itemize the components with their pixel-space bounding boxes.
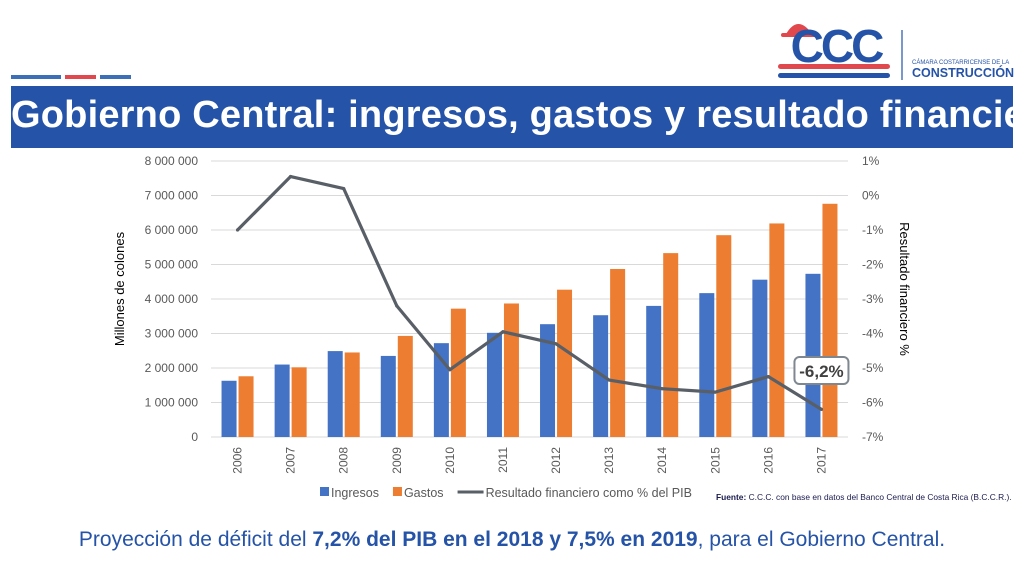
line-point-2013 <box>607 378 611 382</box>
chart-ticks: 0 1 000 000 2 000 000 3 000 000 4 000 000 5 0… <box>145 154 884 474</box>
bar-gastos-2008 <box>344 352 360 437</box>
bar-gastos-2012 <box>557 289 573 437</box>
annotation-box <box>793 356 850 385</box>
y-tick-label: 1 000 000 <box>145 396 199 410</box>
bar-ingresos-2009 <box>380 355 396 437</box>
helmet-icon <box>786 24 812 34</box>
y2-tick-label: -4% <box>862 327 884 341</box>
legend-label: Ingresos <box>331 486 379 500</box>
decor-bar-red <box>65 75 96 79</box>
line-point-2016 <box>766 375 770 379</box>
bar-ingresos-2017 <box>805 273 821 437</box>
line-point-2014 <box>660 387 664 391</box>
bar-gastos-2007 <box>291 367 307 437</box>
legend-swatch <box>320 487 329 496</box>
caption: Proyección de déficit del 7,2% del PIB e… <box>60 526 964 553</box>
line-point-2015 <box>713 390 717 394</box>
decor-bar-blue-1 <box>11 75 61 79</box>
bar-gastos-2017 <box>822 203 838 437</box>
chart-line <box>235 174 824 411</box>
line-point-2017 <box>819 407 824 411</box>
logo-org-line1: CÁMARA COSTARRICENSE DE LA <box>912 59 1009 66</box>
line-point-2012 <box>554 342 558 346</box>
bar-gastos-2013 <box>610 268 626 437</box>
bar-gastos-2006 <box>238 376 254 437</box>
source-note: Fuente: C.C.C. con base en datos del Ban… <box>716 492 1012 502</box>
y2-tick-label: -6% <box>862 396 884 410</box>
chart-legend: Ingresos Gastos Resultado financiero como … <box>320 486 692 500</box>
bar-gastos-2014 <box>663 253 679 437</box>
bar-gastos-2011 <box>503 303 519 437</box>
caption-part2: , para el Gobierno Central. <box>697 528 946 551</box>
line-point-2008 <box>342 187 346 191</box>
x-tick-label: 2016 <box>761 447 775 474</box>
y2-tick-label: -2% <box>862 258 884 272</box>
line-point-2010 <box>448 368 452 372</box>
bar-gastos-2016 <box>769 223 785 437</box>
line-point-2011 <box>501 330 505 334</box>
logo-ccc-text: CCC <box>791 20 883 72</box>
bar-ingresos-2015 <box>699 293 715 437</box>
x-tick-label: 2017 <box>814 447 828 474</box>
legend-swatch <box>392 487 402 496</box>
bar-ingresos-2011 <box>486 332 502 437</box>
y-tick-label: 0 <box>191 430 198 444</box>
bar-ingresos-2006 <box>221 380 237 437</box>
bar-ingresos-2007 <box>274 364 290 437</box>
y-tick-label: 3 000 000 <box>145 327 199 341</box>
bar-ingresos-2012 <box>540 324 556 437</box>
y-tick-label: 7 000 000 <box>145 189 199 203</box>
source-text: C.C.C. con base en datos del Banco Centr… <box>746 492 1012 502</box>
y2-tick-label: 0% <box>862 189 880 203</box>
y2-tick-label: 1% <box>862 154 880 168</box>
y-tick-label: 6 000 000 <box>145 223 199 237</box>
x-tick-label: 2015 <box>708 447 722 474</box>
ccc-logo: CCC CÁMARA COSTARRICENSE DE LA CONSTRUCC… <box>778 20 1014 80</box>
source-label: Fuente: <box>716 492 747 502</box>
y2-tick-label: -3% <box>862 292 884 306</box>
bar-gastos-2015 <box>716 235 732 437</box>
bar-gastos-2009 <box>397 335 413 437</box>
x-tick-label: 2009 <box>390 447 404 474</box>
x-tick-label: 2006 <box>231 447 245 474</box>
y-tick-label: 4 000 000 <box>145 292 199 306</box>
x-tick-label: 2012 <box>549 447 563 474</box>
caption-part1: Proyección de déficit del <box>78 528 313 551</box>
legend-label: Resultado financiero como % del PIB <box>486 486 692 500</box>
y2-tick-label: -7% <box>862 430 884 444</box>
logo-org-line2: CONSTRUCCIÓN <box>912 65 1014 80</box>
line-point-2009 <box>395 304 399 308</box>
x-tick-label: 2013 <box>602 447 616 474</box>
y2-tick-label: -1% <box>862 223 884 237</box>
x-tick-label: 2010 <box>443 447 457 474</box>
bar-gastos-2010 <box>450 308 466 437</box>
title-bar: Gobierno Central: ingresos, gastos y res… <box>11 86 1013 148</box>
y2-axis-title: Resultado financiero % <box>897 222 912 356</box>
y-tick-label: 8 000 000 <box>145 154 199 168</box>
bar-ingresos-2016 <box>752 279 768 437</box>
y-tick-label: 2 000 000 <box>145 361 199 375</box>
bar-ingresos-2010 <box>433 343 449 437</box>
legend-label: Gastos <box>404 486 444 500</box>
caption-bold: 7,2% del PIB en el 2018 y 7,5% en 2019 <box>312 528 698 551</box>
line-point-2007 <box>289 174 293 179</box>
bar-ingresos-2014 <box>646 305 662 437</box>
y2-tick-label: -5% <box>862 361 884 375</box>
chart-annotation: -6,2% <box>793 356 850 385</box>
line-resultado <box>236 174 823 411</box>
decor-bar-blue-2 <box>100 75 131 79</box>
page-title: Gobierno Central: ingresos, gastos y res… <box>11 94 1013 136</box>
x-tick-label: 2014 <box>655 447 669 474</box>
x-tick-label: 2007 <box>284 447 298 474</box>
line-point-2006 <box>235 228 240 232</box>
bar-ingresos-2008 <box>327 351 343 437</box>
y-tick-label: 5 000 000 <box>145 258 199 272</box>
annotation-label: -6,2% <box>799 362 843 381</box>
x-tick-label: 2008 <box>337 447 351 474</box>
chart-gridlines <box>211 160 848 438</box>
x-tick-label: 2011 <box>496 447 510 473</box>
y-axis-title: Millones de colones <box>112 231 127 346</box>
